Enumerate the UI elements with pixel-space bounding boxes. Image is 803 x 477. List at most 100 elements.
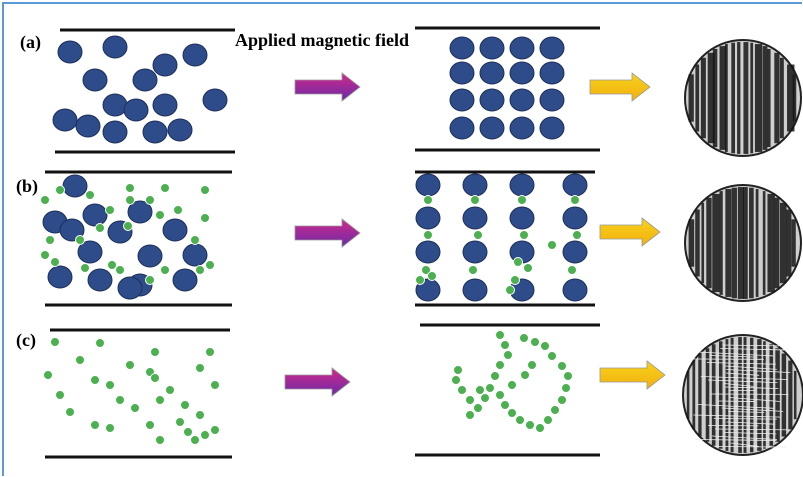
chain: [749, 187, 754, 299]
particle: [462, 206, 488, 230]
nanoparticle: [515, 415, 525, 425]
nanoparticle: [527, 360, 537, 370]
nanoparticle: [465, 395, 475, 405]
particle: [62, 174, 88, 198]
chain: [738, 337, 742, 453]
chain: [743, 337, 747, 453]
nanoparticle: [570, 195, 580, 205]
nanoparticle: [567, 265, 577, 275]
particle: [509, 88, 535, 112]
nanoparticle: [557, 395, 567, 405]
nanoparticle: [468, 265, 478, 275]
nanoparticle: [563, 371, 573, 381]
nanoparticle: [155, 435, 165, 445]
particle: [415, 173, 441, 197]
particle: [449, 88, 475, 112]
chain: [712, 48, 718, 148]
nanoparticle: [517, 195, 527, 205]
chain: [757, 339, 762, 451]
particle: [509, 206, 535, 230]
nanoparticle: [145, 420, 155, 430]
particle: [182, 243, 208, 267]
chain: [774, 197, 780, 289]
particle: [562, 206, 588, 230]
nanoparticle: [510, 275, 520, 285]
chain: [695, 64, 700, 132]
nanoparticle: [175, 417, 185, 427]
nanoparticle: [200, 185, 210, 195]
fiber: [730, 442, 759, 447]
nanoparticle: [195, 363, 205, 373]
fiber: [722, 344, 779, 347]
fiber: [700, 376, 788, 380]
chain: [762, 46, 768, 150]
nanoparticle: [421, 265, 431, 275]
arrow: [589, 72, 651, 102]
nanoparticle: [50, 257, 60, 267]
nanoparticle: [180, 400, 190, 410]
chain: [754, 44, 763, 152]
fiber: [718, 400, 755, 402]
fiber: [725, 365, 777, 370]
particle: [562, 240, 588, 264]
particle: [152, 93, 178, 117]
nanoparticle: [130, 403, 140, 413]
arrow: [294, 218, 361, 248]
nanoparticle: [490, 371, 500, 381]
particle: [462, 173, 488, 197]
nanoparticle: [123, 221, 133, 231]
nanoparticle: [190, 235, 200, 245]
chain: [743, 187, 748, 299]
nanoparticle: [525, 420, 535, 430]
chain: [707, 52, 715, 144]
nanoparticle: [90, 420, 100, 430]
nanoparticle: [423, 230, 433, 240]
chain: [788, 360, 793, 430]
chain: [695, 209, 700, 277]
nanoparticle: [547, 240, 557, 250]
arrow: [284, 367, 351, 397]
nanoparticle: [125, 183, 135, 193]
nanoparticle: [107, 260, 117, 270]
fiber: [721, 407, 784, 412]
chain: [755, 189, 759, 297]
particle: [167, 118, 193, 142]
chain: [700, 57, 706, 139]
particle: [509, 61, 535, 85]
nanoparticle: [160, 265, 170, 275]
nanoparticle: [145, 275, 155, 285]
nanoparticle: [519, 230, 529, 240]
particle: [562, 173, 588, 197]
chain: [719, 341, 723, 449]
particle: [162, 218, 188, 242]
fiber: [725, 372, 760, 376]
nanoparticle: [40, 250, 50, 260]
particle: [509, 36, 535, 60]
chain: [688, 74, 694, 122]
chain: [793, 370, 797, 420]
nanoparticle: [160, 183, 170, 193]
nanoparticle: [173, 205, 183, 215]
fiber: [715, 446, 787, 448]
particle: [202, 88, 228, 112]
nanoparticle: [205, 260, 215, 270]
nanoparticle: [125, 360, 135, 370]
arrow: [599, 217, 661, 247]
nanoparticle: [190, 435, 200, 445]
nanoparticle: [150, 373, 160, 383]
chain: [775, 348, 780, 442]
particle: [127, 200, 153, 224]
chain: [767, 193, 775, 293]
annotation: Applied magnetic field: [235, 30, 409, 50]
chain: [719, 191, 723, 295]
particle: [172, 268, 198, 292]
nanoparticle: [543, 415, 553, 425]
nanoparticle: [65, 407, 75, 417]
particle: [102, 35, 128, 59]
nanoparticle: [115, 395, 125, 405]
particle: [479, 61, 505, 85]
nanoparticle: [503, 350, 513, 360]
particle: [152, 53, 178, 77]
